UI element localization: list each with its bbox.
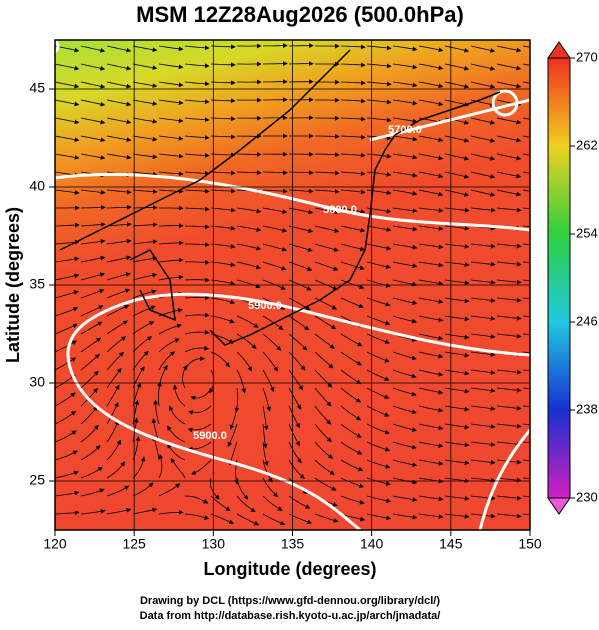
colorbar-tick-label: 246	[576, 313, 598, 328]
x-axis-label: Longitude (degrees)	[203, 559, 376, 579]
x-tick-label: 145	[439, 536, 463, 552]
colorbar-tick-label: 270	[576, 49, 598, 64]
x-tick-label: 135	[281, 536, 305, 552]
chart-title: MSM 12Z28Aug2026 (500.0hPa)	[136, 2, 464, 27]
contour-label: 5700.0	[388, 124, 422, 136]
x-tick-label: 125	[122, 536, 146, 552]
x-tick-label: 140	[360, 536, 384, 552]
colorbar-extend	[548, 42, 570, 58]
contour-label: 5800.0	[323, 204, 357, 216]
colorbar-tick-label: 238	[576, 401, 598, 416]
streamline	[263, 46, 287, 47]
x-tick-label: 150	[518, 536, 542, 552]
streamline	[263, 64, 287, 65]
y-tick-label: 25	[29, 472, 45, 488]
y-tick-label: 35	[29, 276, 45, 292]
x-tick-label: 130	[202, 536, 226, 552]
footer-line: Drawing by DCL (https://www.gfd-dennou.o…	[140, 595, 440, 607]
colorbar-tick-label: 230	[576, 489, 598, 504]
x-tick-label: 120	[43, 536, 67, 552]
colorbar: 230 238 246 254 262 270	[548, 42, 598, 514]
y-tick-label: 40	[29, 178, 45, 194]
y-axis-label: Latitude (degrees)	[3, 207, 23, 363]
y-tick-label: 30	[29, 374, 45, 390]
y-tick-label: 45	[29, 80, 45, 96]
footer-line: Data from http://database.rish.kyoto-u.a…	[140, 610, 441, 622]
contour-label: 5900.0	[248, 300, 282, 312]
contour-label: 5900.0	[193, 430, 227, 442]
colorbar-tick-label: 254	[576, 225, 598, 240]
colorbar-body	[548, 58, 570, 498]
colorbar-extend	[548, 498, 570, 514]
colorbar-tick-label: 262	[576, 137, 598, 152]
